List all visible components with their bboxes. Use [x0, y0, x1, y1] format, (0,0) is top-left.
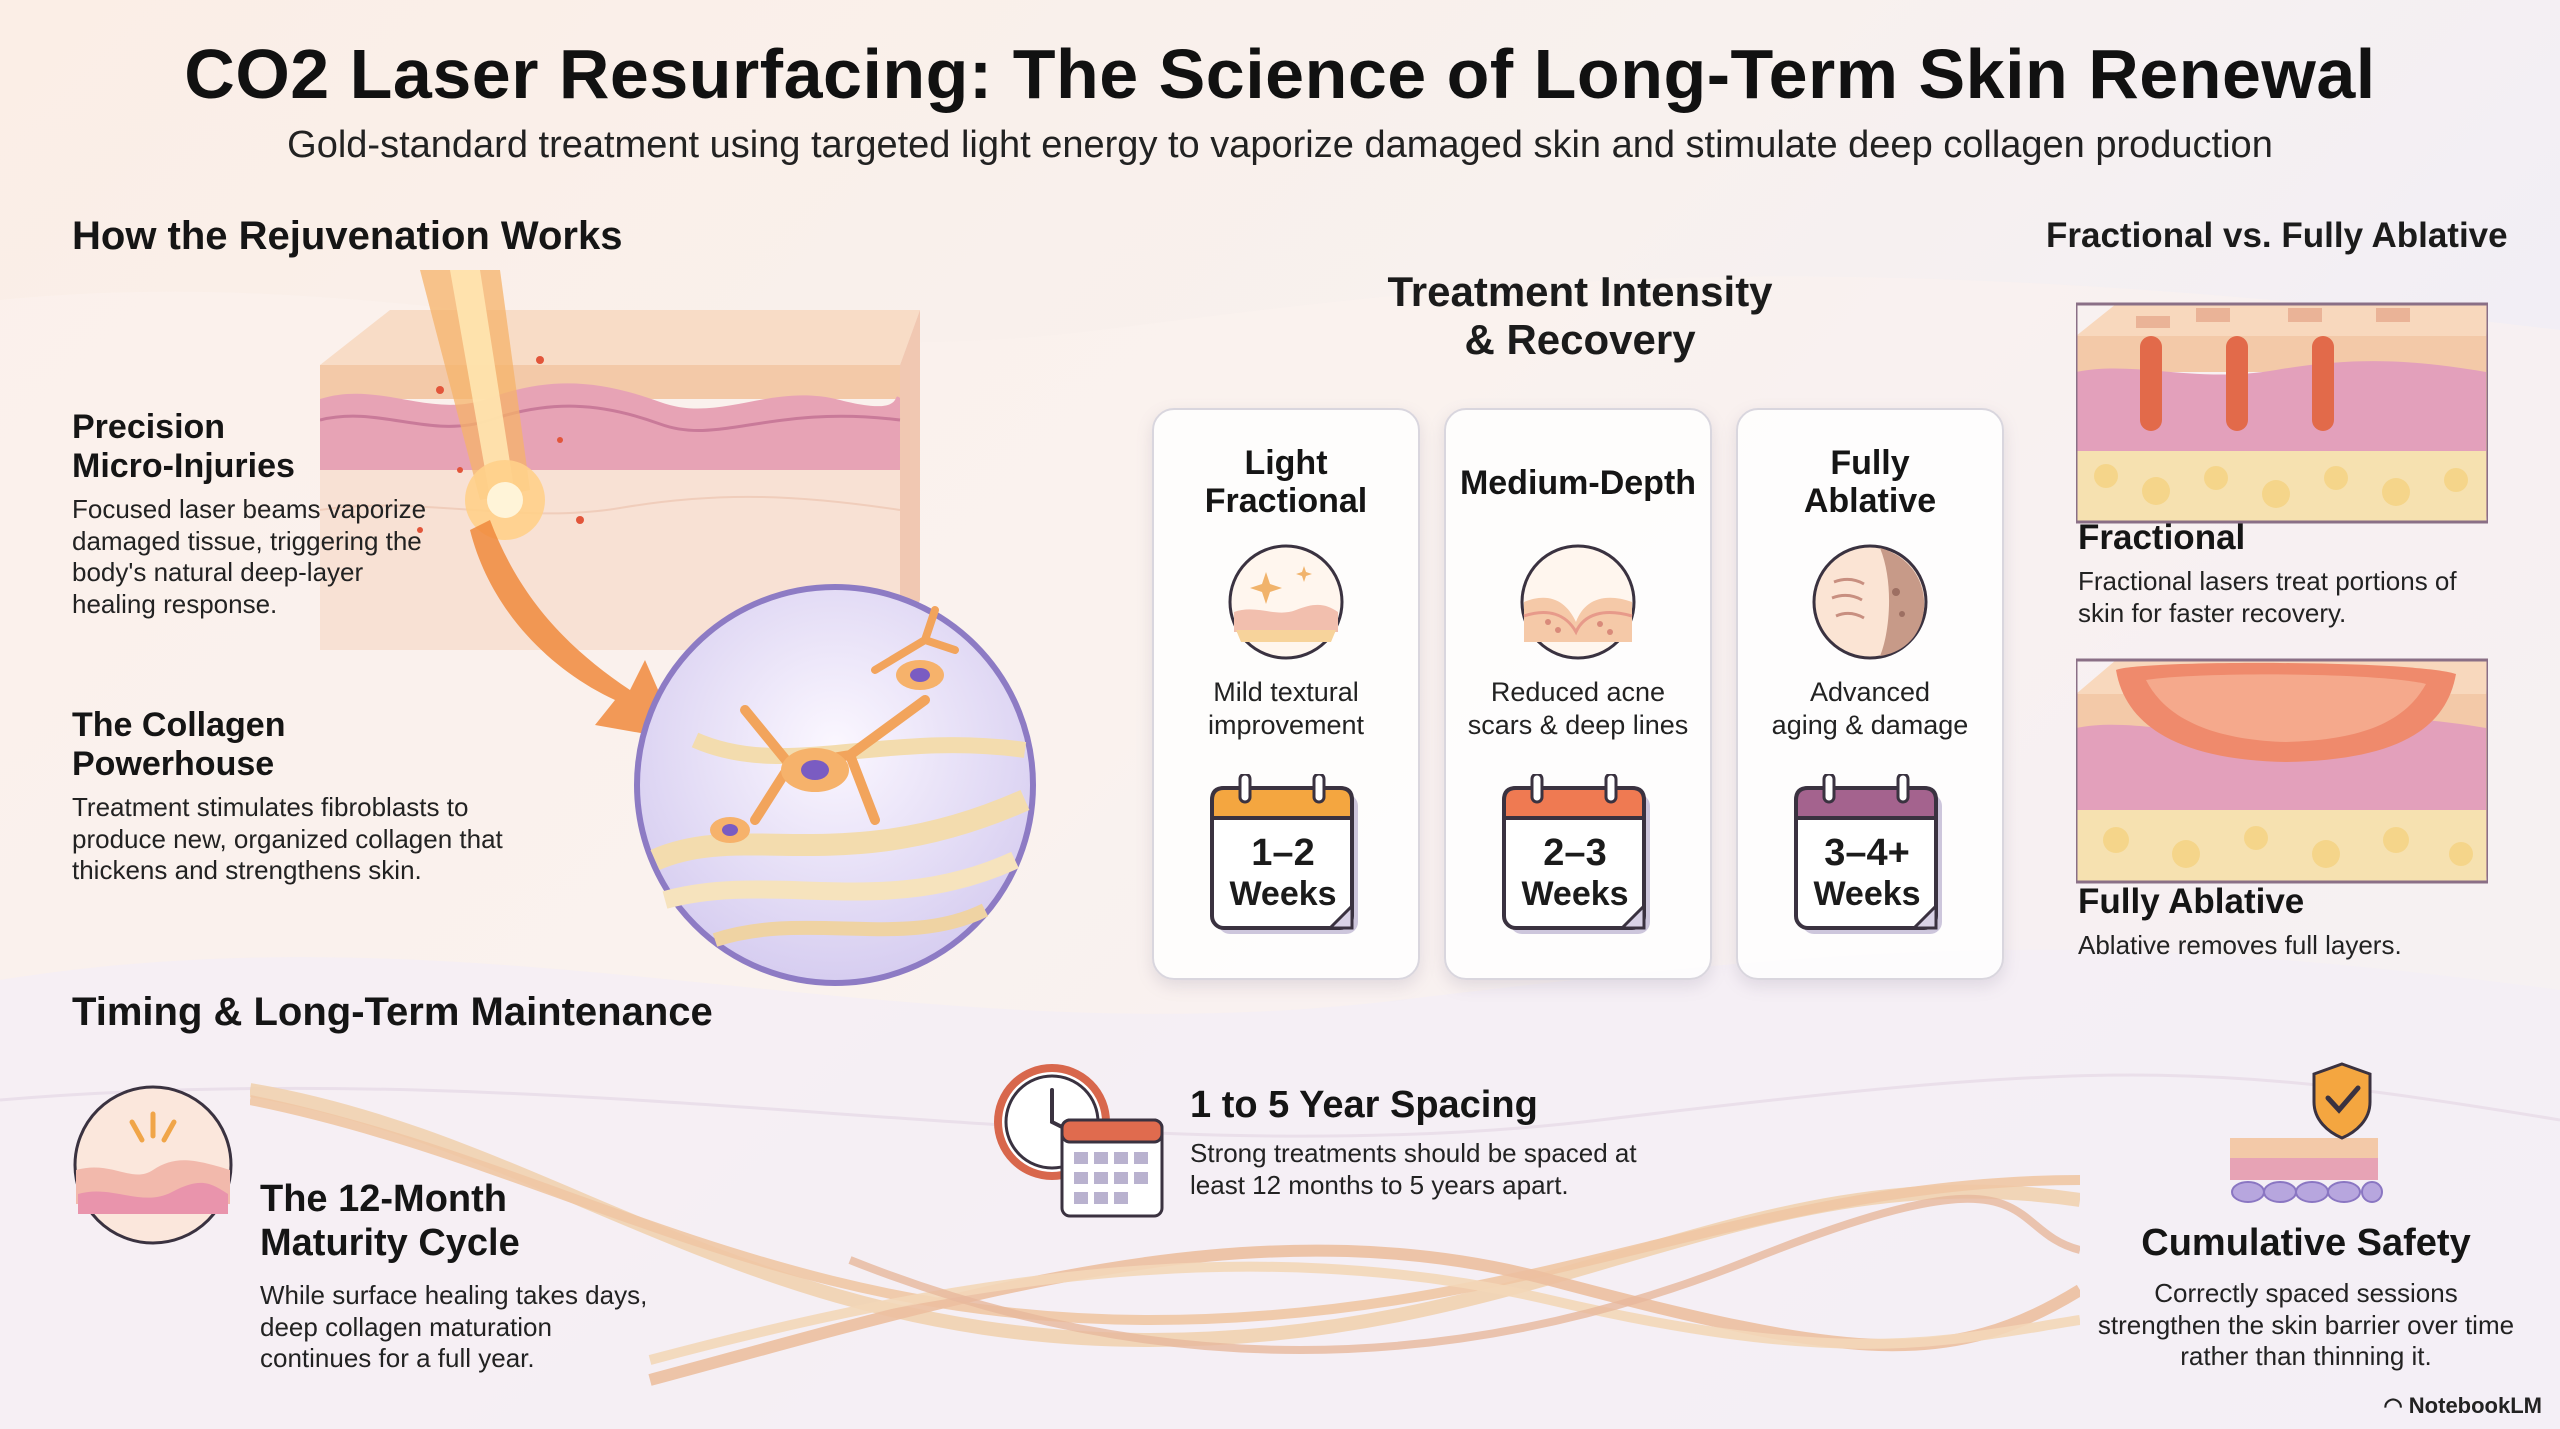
- brand-name: NotebookLM: [2408, 1393, 2542, 1418]
- ablative-skin-illustration: [2076, 658, 2488, 884]
- page-subtitle: Gold-standard treatment using targeted l…: [287, 124, 2273, 166]
- collagen-title-line1: The Collagen: [72, 706, 286, 744]
- card-title: Medium-Depth: [1446, 464, 1710, 502]
- cycle-text: While surface healing takes days, deep c…: [260, 1280, 648, 1374]
- collagen-title-line2: Powerhouse: [72, 745, 275, 784]
- card-title-line2: Fractional: [1204, 482, 1368, 521]
- precision-text: Focused laser beams vaporize damaged tis…: [72, 494, 427, 620]
- weeks-number: 1–2: [1251, 832, 1315, 874]
- fibroblast-magnified-icon: [634, 584, 1036, 986]
- recovery-weeks: 3–4+ Weeks: [1794, 832, 1940, 913]
- precision-title-line2: Micro-Injuries: [72, 447, 295, 486]
- intensity-heading: Treatment Intensity & Recovery: [1250, 268, 1910, 365]
- brand-logo: ◠ NotebookLM: [2383, 1393, 2542, 1419]
- safety-title: Cumulative Safety: [2141, 1222, 2471, 1264]
- intensity-heading-line2: & Recovery: [1464, 316, 1696, 364]
- ablative-text: Ablative removes full layers.: [2078, 930, 2402, 960]
- card-desc: Reduced acne scars & deep lines: [1446, 676, 1710, 742]
- card-title-line1: Medium-Depth: [1459, 464, 1697, 502]
- calendar-icon: [1502, 774, 1650, 934]
- timing-heading: Timing & Long-Term Maintenance: [72, 990, 713, 1034]
- card-title: Light Fractional: [1154, 444, 1418, 520]
- weeks-number: 3–4+: [1824, 832, 1910, 874]
- card-title-line1: Fully: [1830, 444, 1910, 482]
- collagen-text: Treatment stimulates fibroblasts to prod…: [72, 792, 503, 886]
- compare-heading: Fractional vs. Fully Ablative: [2046, 216, 2508, 255]
- card-desc-line1: Reduced acne: [1490, 677, 1666, 707]
- card-desc-line2: scars & deep lines: [1467, 709, 1689, 740]
- card-desc-line2: aging & damage: [1771, 709, 1969, 740]
- card-desc-line1: Mild textural: [1213, 677, 1359, 707]
- fractional-text: Fractional lasers treat portions of skin…: [2078, 566, 2457, 628]
- safety-text: Correctly spaced sessions strengthen the…: [2097, 1278, 2515, 1372]
- recovery-weeks: 2–3 Weeks: [1502, 832, 1648, 913]
- sparkle-skin-icon: [1228, 544, 1344, 660]
- calendar-icon: [1794, 774, 1942, 934]
- card-medium-depth: Medium-Depth Reduced acne scars & deep l…: [1444, 408, 1712, 980]
- weeks-label: Weeks: [1521, 874, 1629, 913]
- maturity-cycle-skin-icon: [73, 1085, 233, 1245]
- aged-skin-face-icon: [1812, 544, 1928, 660]
- fractional-title: Fractional: [2078, 518, 2246, 557]
- weeks-number: 2–3: [1543, 832, 1607, 874]
- card-desc: Mild textural improvement: [1154, 676, 1418, 742]
- card-title-line2: Ablative: [1803, 482, 1937, 521]
- intensity-heading-line1: Treatment Intensity: [1387, 268, 1773, 315]
- weeks-label: Weeks: [1813, 874, 1921, 913]
- card-desc-line2: improvement: [1207, 709, 1365, 740]
- collagen-title: The Collagen Powerhouse: [72, 706, 285, 784]
- precision-title: Precision Micro-Injuries: [72, 408, 295, 486]
- card-title: Fully Ablative: [1738, 444, 2002, 520]
- page-title: CO2 Laser Resurfacing: The Science of Lo…: [184, 35, 2376, 113]
- card-fully-ablative: Fully Ablative Advanced aging & damage 3…: [1736, 408, 2004, 980]
- cycle-title-line2: Maturity Cycle: [260, 1221, 520, 1264]
- acne-scar-skin-icon: [1520, 544, 1636, 660]
- card-desc-line1: Advanced: [1809, 677, 1931, 707]
- cycle-title-line1: The 12-Month: [260, 1178, 507, 1220]
- how-heading: How the Rejuvenation Works: [72, 214, 623, 258]
- card-desc: Advanced aging & damage: [1738, 676, 2002, 742]
- clock-calendar-icon: [994, 1064, 1164, 1218]
- recovery-weeks: 1–2 Weeks: [1210, 832, 1356, 913]
- card-light-fractional: Light Fractional Mild textural improveme…: [1152, 408, 1420, 980]
- calendar-icon: [1210, 774, 1358, 934]
- weeks-label: Weeks: [1229, 874, 1337, 913]
- spacing-text: Strong treatments should be spaced at le…: [1190, 1138, 1637, 1200]
- fractional-skin-illustration: [2076, 302, 2488, 524]
- cycle-title: The 12-Month Maturity Cycle: [260, 1178, 520, 1265]
- spacing-title: 1 to 5 Year Spacing: [1190, 1084, 1538, 1126]
- shield-skin-barrier-icon: [2230, 1062, 2383, 1203]
- ablative-title: Fully Ablative: [2078, 882, 2305, 921]
- card-title-line1: Light: [1244, 444, 1328, 482]
- notebooklm-logo-icon: ◠: [2383, 1393, 2403, 1418]
- precision-title-line1: Precision: [72, 408, 226, 446]
- collagen-fibers-decoration: [250, 1083, 2080, 1386]
